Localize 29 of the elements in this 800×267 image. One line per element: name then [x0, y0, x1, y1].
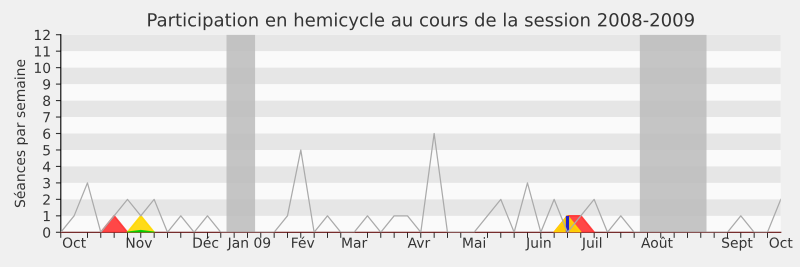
y-axis-title: Séances par semaine — [14, 60, 28, 208]
x-tick-label: Avr — [408, 238, 430, 248]
y-tick-label: 4 — [42, 162, 50, 172]
y-tick-label: 10 — [34, 62, 50, 74]
y-tick-label: 3 — [43, 178, 50, 188]
x-tick-label: Oct — [770, 237, 792, 248]
y-tick-label: 9 — [43, 79, 50, 90]
x-tick-label: Fév — [292, 236, 314, 248]
y-tick-label: 8 — [43, 96, 50, 106]
y-tick-label: 0 — [43, 227, 50, 238]
chart-title: Participation en hemicycle au cours de la session 2008-2009 — [148, 12, 694, 30]
x-tick-label: Juil — [581, 237, 602, 250]
line-series — [60, 132, 781, 232]
y-tick-label: 6 — [43, 128, 50, 139]
x-tick-label: Juin — [525, 237, 550, 250]
y-tick-label: 2 — [43, 194, 50, 205]
x-tick-label: Sept — [722, 237, 752, 251]
x-tick-label: Mar — [342, 238, 368, 248]
y-tick-label: 1 — [44, 210, 50, 222]
y-tick-label: 11 — [34, 46, 50, 56]
x-tick-label: Déc — [193, 236, 218, 248]
y-tick-label: 5 — [43, 145, 50, 156]
x-tick-label: Mai — [463, 237, 486, 248]
x-tick-label: Août — [641, 236, 673, 248]
y-tick-label: 7 — [43, 112, 50, 122]
x-tick-label: Nov — [126, 238, 152, 248]
y-tick-label: 12 — [34, 30, 50, 40]
x-tick-label: Oct — [62, 237, 86, 248]
x-tick-label: Jan 09 — [226, 237, 270, 250]
